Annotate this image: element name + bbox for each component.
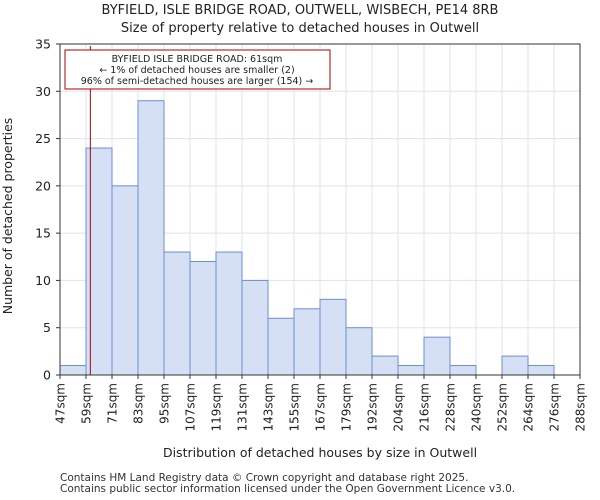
x-tick-label: 167sqm [314,383,328,431]
histogram-bar [501,355,529,376]
annotation-line-1: BYFIELD ISLE BRIDGE ROAD: 61sqm [112,54,283,65]
histogram-bar [319,298,347,376]
x-tick-label: 119sqm [210,383,224,431]
bar-layer [59,100,555,376]
y-tick-label: 15 [35,226,51,241]
annotation-box [64,49,331,90]
x-tick-label: 252sqm [496,383,510,431]
histogram-bar [137,100,165,376]
x-tick-label: 228sqm [444,383,458,431]
x-tick-label: 288sqm [574,383,588,431]
histogram-bar [345,327,373,376]
chart-title: BYFIELD, ISLE BRIDGE ROAD, OUTWELL, WISB… [101,3,499,18]
x-tick-label: 276sqm [548,383,562,431]
x-tick-label: 47sqm [54,383,68,424]
annotation-line-3: 96% of semi-detached houses are larger (… [81,76,314,87]
histogram-bar [527,365,555,376]
y-tick-label: 0 [43,368,51,383]
y-axis-label: Number of detached properties [0,118,15,315]
histogram-bar [111,185,139,376]
annotation-line-2: ← 1% of detached houses are smaller (2) [99,65,294,76]
x-tick-label: 179sqm [340,383,354,431]
histogram-bar [293,308,321,376]
x-tick-label: 95sqm [158,383,172,424]
histogram-bar [163,251,191,376]
footer-line-1: Contains HM Land Registry data © Crown c… [60,472,469,484]
x-tick-label: 143sqm [262,383,276,431]
histogram-bar [267,317,295,376]
marker-annotation: BYFIELD ISLE BRIDGE ROAD: 61sqm ← 1% of … [64,49,331,90]
x-tick-label: 107sqm [184,383,198,431]
histogram-bar [371,355,399,376]
histogram-bar [189,261,217,376]
histogram-bar [59,365,87,376]
x-tick-label: 155sqm [288,383,302,431]
chart-subtitle: Size of property relative to detached ho… [120,21,480,36]
x-tick-label: 131sqm [236,383,250,431]
footer: Contains HM Land Registry data © Crown c… [60,473,515,495]
y-tick-label: 30 [35,84,51,99]
histogram-bar [241,279,269,376]
histogram-bar [397,365,425,376]
x-tick-label: 264sqm [522,383,536,431]
y-tick-label: 5 [43,320,51,335]
histogram-bar [449,365,477,376]
x-tick-label: 204sqm [392,383,406,431]
x-tick-label: 71sqm [106,383,120,424]
y-tick-label: 20 [35,178,51,193]
x-tick-label: 192sqm [366,383,380,431]
y-tick-label: 25 [35,131,51,146]
x-tick-label: 240sqm [470,383,484,431]
x-tick-label: 83sqm [132,383,146,424]
chart-title-block: BYFIELD, ISLE BRIDGE ROAD, OUTWELL, WISB… [0,2,600,38]
histogram-bar [215,251,243,376]
histogram-bar [423,336,451,376]
x-axis-label: Distribution of detached houses by size … [163,445,477,460]
tick-layer: 0 5 10 15 20 25 30 35 47sqm 59sqm 71sqm 83sqm 95sqm 1… [35,37,587,432]
y-tick-label: 10 [35,273,51,288]
x-tick-label: 216sqm [418,383,432,431]
y-tick-label: 35 [35,37,51,52]
footer-line-2: Contains public sector information licen… [60,483,516,495]
x-tick-label: 59sqm [80,383,94,424]
